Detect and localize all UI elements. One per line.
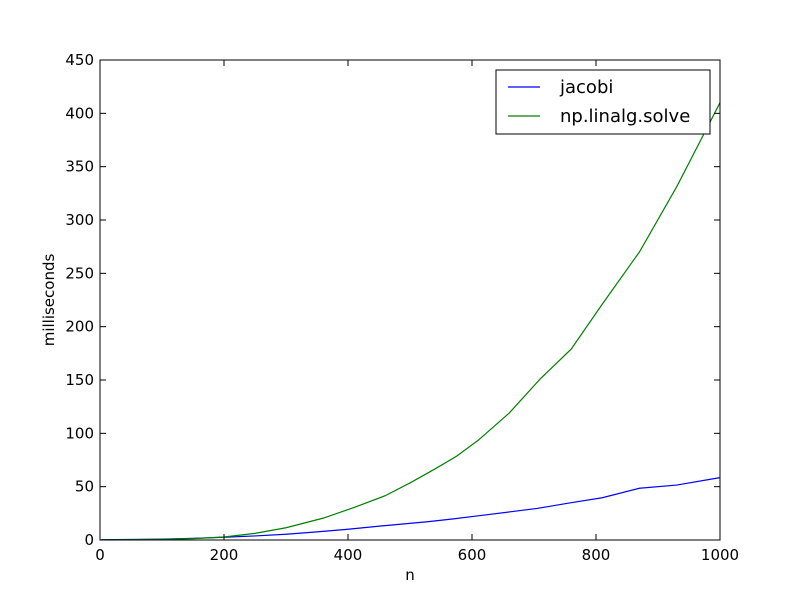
y-tick-label: 250 [65,264,94,282]
y-tick-label: 50 [75,478,94,496]
legend-label: np.linalg.solve [560,106,690,127]
plot-frame [99,59,721,541]
y-axis-label: milliseconds [40,254,58,347]
ticks-layer: 0 200 400 600 800 1000 0 50 100 150 200 250 300 350 40… [65,51,739,564]
y-tick-label: 0 [84,531,94,549]
y-tick-label: 100 [65,424,94,442]
series-layer [101,102,721,541]
y-tick-label: 450 [65,51,94,69]
x-axis-label: n [405,566,415,584]
x-tick-label: 400 [334,546,363,564]
x-tick-label: 0 [95,546,105,564]
x-tick-label: 600 [458,546,487,564]
y-tick-label: 350 [65,158,94,176]
y-tick-label: 150 [65,371,94,389]
legend-label: jacobi [559,77,613,98]
y-tick-label: 300 [65,211,94,229]
x-tick-label: 1000 [701,546,739,564]
y-tick-label: 400 [65,104,94,122]
x-tick-label: 800 [582,546,611,564]
y-tick-label: 200 [65,318,94,336]
series-line-np-linalg-solve [101,102,721,541]
plot-area [100,60,720,540]
legend-box [495,69,711,135]
legend: jacobi np.linalg.solve [495,69,711,135]
x-tick-label: 200 [210,546,239,564]
